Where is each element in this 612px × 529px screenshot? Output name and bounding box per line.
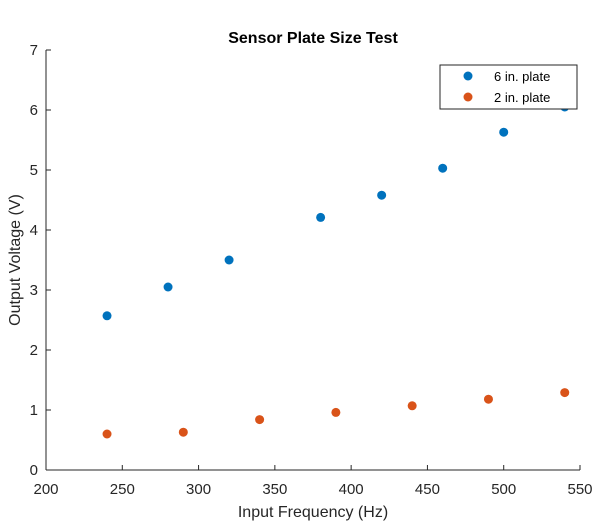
data-point-series-1 (438, 163, 448, 173)
legend-marker (463, 71, 473, 81)
x-tick-label: 550 (567, 481, 592, 498)
legend-marker (463, 92, 473, 102)
y-tick-label: 4 (30, 222, 38, 239)
data-point-series-2 (102, 429, 112, 439)
x-tick-label: 450 (415, 481, 440, 498)
y-tick-label: 3 (30, 282, 38, 299)
data-point-series-2 (407, 401, 417, 411)
chart-title: Sensor Plate Size Test (228, 30, 398, 47)
legend-label: 6 in. plate (494, 69, 550, 84)
data-point-series-1 (377, 190, 387, 200)
y-tick-label: 7 (30, 42, 38, 59)
plot-area: 200 250 300 350 400 450 500 550 0 1 2 3 4 5 6 7 (30, 42, 593, 498)
data-point-series-2 (178, 427, 188, 437)
legend: 6 in. plate 2 in. plate (439, 64, 578, 110)
y-tick-label: 6 (30, 102, 38, 119)
legend-box (439, 64, 578, 110)
data-point-series-2 (255, 415, 265, 425)
data-point-series-2 (331, 407, 341, 417)
y-axis-label: Output Voltage (V) (7, 194, 24, 326)
x-tick-label: 400 (339, 481, 364, 498)
data-point-series-2 (560, 388, 570, 398)
x-tick-label: 500 (491, 481, 516, 498)
data-point-series-1 (102, 311, 112, 321)
data-point-series-1 (224, 255, 234, 265)
data-point-series-1 (499, 127, 509, 137)
y-tick-label: 2 (30, 342, 38, 359)
x-tick-label: 300 (186, 481, 211, 498)
y-tick-label: 1 (30, 402, 38, 419)
legend-label: 2 in. plate (494, 90, 550, 105)
data-point-series-2 (483, 394, 493, 404)
x-tick-label: 350 (262, 481, 287, 498)
y-tick-label: 0 (30, 462, 38, 479)
y-tick-label: 5 (30, 162, 38, 179)
data-point-series-1 (163, 282, 173, 292)
x-tick-label: 200 (33, 481, 58, 498)
data-point-series-1 (316, 212, 326, 222)
x-tick-label: 250 (110, 481, 135, 498)
x-axis-label: Input Frequency (Hz) (238, 504, 388, 521)
